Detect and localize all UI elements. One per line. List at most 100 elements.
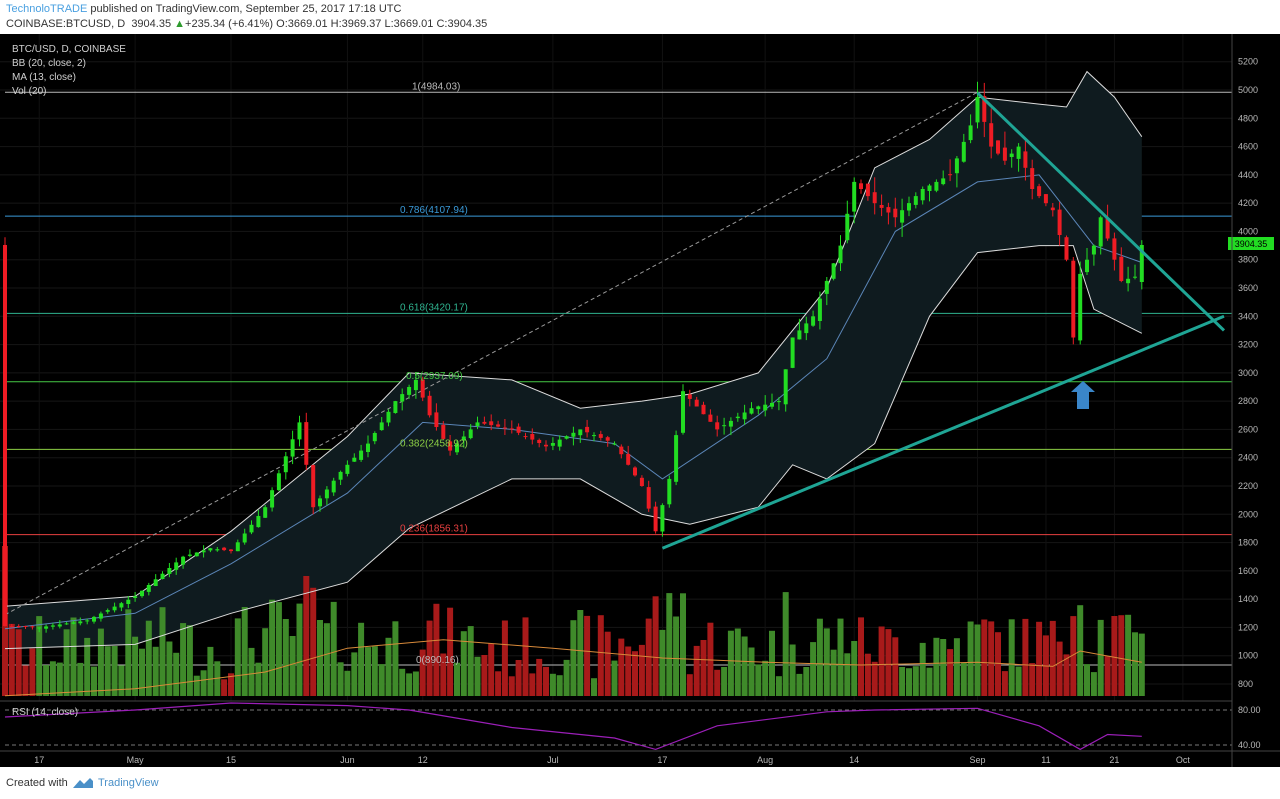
candle-body [304,422,309,465]
tradingview-logo-icon[interactable] [72,776,94,790]
volume-bar [714,669,721,696]
candle-body [872,192,877,204]
candle-body [290,439,295,457]
volume-bar [1029,663,1036,696]
fib-level-label: 0(890.16) [416,655,459,666]
volume-bar [488,643,495,696]
candle-body [1071,260,1076,338]
candle-body [653,506,658,532]
volume-bar [1118,615,1125,696]
price-change: +235.34 (+6.41%) [185,18,274,30]
candle-body [722,425,727,427]
candle-body [263,507,268,518]
volume-bar [1138,633,1145,696]
candle-body [1133,276,1137,278]
rsi-label: RSI (14, close) [12,707,78,718]
candle-body [824,280,829,294]
candle-body [16,626,21,627]
candle-body [845,213,850,241]
low-label: L: [384,18,394,30]
volume-bar [282,619,289,696]
price-axis[interactable]: 800 1000 1200 1400 1600 1800 2000 2200 2400 2600 2… [1238,57,1261,750]
volume-bar [899,667,906,696]
candle-body [1078,273,1083,341]
candle-body [1050,207,1055,211]
fibonacci-base-trendline[interactable] [4,91,978,616]
support-trendline[interactable] [661,314,1225,550]
candle-body [687,394,692,399]
candle-body [681,391,685,433]
volume-bar [741,636,748,696]
candle-body [119,603,124,608]
volume-bar [748,647,755,696]
volume-bar [440,653,447,696]
candle-body [37,627,42,629]
volume-bar [789,644,796,696]
candle-body [1139,245,1144,282]
volume-bar [56,662,63,696]
volume-bar [680,593,686,696]
close-label: C: [436,18,448,30]
volume-bar [139,648,145,696]
volume-bar [70,617,77,696]
volume-bar [358,622,365,696]
volume-bar [378,664,385,696]
tradingview-link[interactable]: TradingView [98,777,159,789]
created-with-text: Created with [6,777,68,789]
time-axis[interactable]: 17 May 15 Jun 12 Jul 17 Aug 14 Sep 11 21 Oct [34,755,1190,765]
candle-body [352,457,357,462]
candle-body [934,181,939,191]
fib-level-label: 0.5(2937.09) [406,371,463,382]
candle-body [229,549,233,552]
volume-bar [591,678,597,696]
candle-body [797,330,802,340]
volume-bar [515,660,522,696]
candle-body [941,178,946,185]
candle-body [770,402,774,407]
volume-bar [344,670,351,696]
candle-body [749,408,754,414]
candle-body [859,183,863,189]
candle-body [811,316,816,326]
volume-bar [782,592,789,696]
candle-body [585,426,590,433]
volume-bar [1015,666,1022,696]
candle-body [578,429,583,436]
volume-bar [419,649,426,696]
chart-header: TechnoloTRADE published on TradingView.c… [0,0,1280,34]
volume-bar [762,660,769,696]
high-label: H: [330,18,342,30]
author-link[interactable]: TechnoloTRADE [6,3,88,15]
volume-bar [447,607,454,696]
candle-body [386,411,391,423]
price-tick-label: 3200 [1238,340,1258,350]
candle-body [927,185,932,191]
volume-bar [77,662,84,696]
price-tick-label: 3400 [1238,311,1258,321]
volume-bar [522,617,529,696]
candle-body [489,421,494,426]
price-tick-label: 4200 [1238,198,1258,208]
volume-bar [426,620,433,696]
volume-bar [974,624,981,696]
candle-body [30,626,35,628]
candle-body [694,399,699,407]
volume-bar [255,662,262,696]
candle-body [1030,168,1035,189]
volume-bar [337,662,344,696]
time-tick-label: Jun [340,755,355,765]
volume-bar [892,637,899,696]
candle-body [222,547,227,551]
price-tick-label: 2000 [1238,509,1258,519]
candle-body [612,443,617,445]
candle-body [667,478,672,505]
price-chart[interactable]: 0.236(1856.31) 0.382(2458.92) 0.5(2937.09)… [0,34,1280,767]
candle-body [1105,218,1110,239]
resistance-trendline[interactable] [976,91,1226,332]
candle-body [776,401,781,403]
volume-bar [858,617,864,696]
volume-bar [837,618,844,696]
volume-bar [289,636,296,696]
volume-bar [947,649,954,696]
volume-bar [412,671,419,696]
